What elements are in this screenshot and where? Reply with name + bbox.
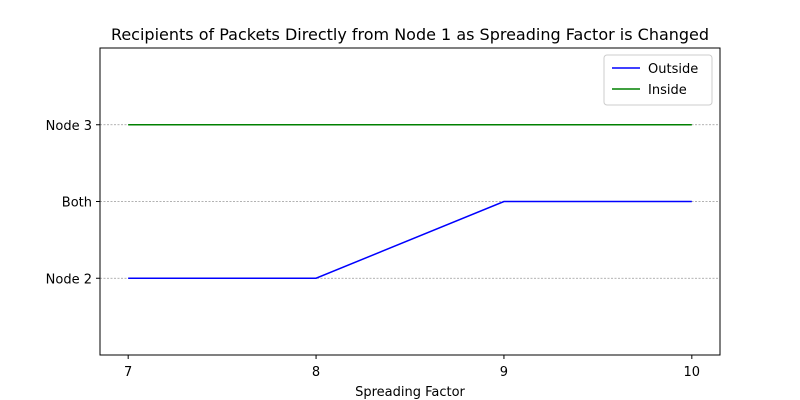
x-axis-label: Spreading Factor <box>355 385 465 400</box>
x-tick-label: 8 <box>312 365 320 380</box>
x-tick-label: 10 <box>684 365 701 380</box>
legend: Outside Inside <box>603 54 713 106</box>
x-tick-label: 7 <box>124 365 132 380</box>
series-line-outside <box>128 200 692 279</box>
series-lines <box>128 124 692 279</box>
chart-title: Recipients of Packets Directly from Node… <box>111 25 709 44</box>
y-axis: Node 2 Both Node 3 <box>46 119 100 287</box>
y-tick-label: Node 2 <box>46 272 92 287</box>
legend-label: Inside <box>648 83 687 98</box>
legend-label: Outside <box>648 62 698 77</box>
y-tick-label: Node 3 <box>46 119 92 134</box>
x-tick-label: 9 <box>500 365 508 380</box>
y-tick-label: Both <box>62 196 92 211</box>
x-axis: 7 8 9 10 <box>124 355 700 380</box>
